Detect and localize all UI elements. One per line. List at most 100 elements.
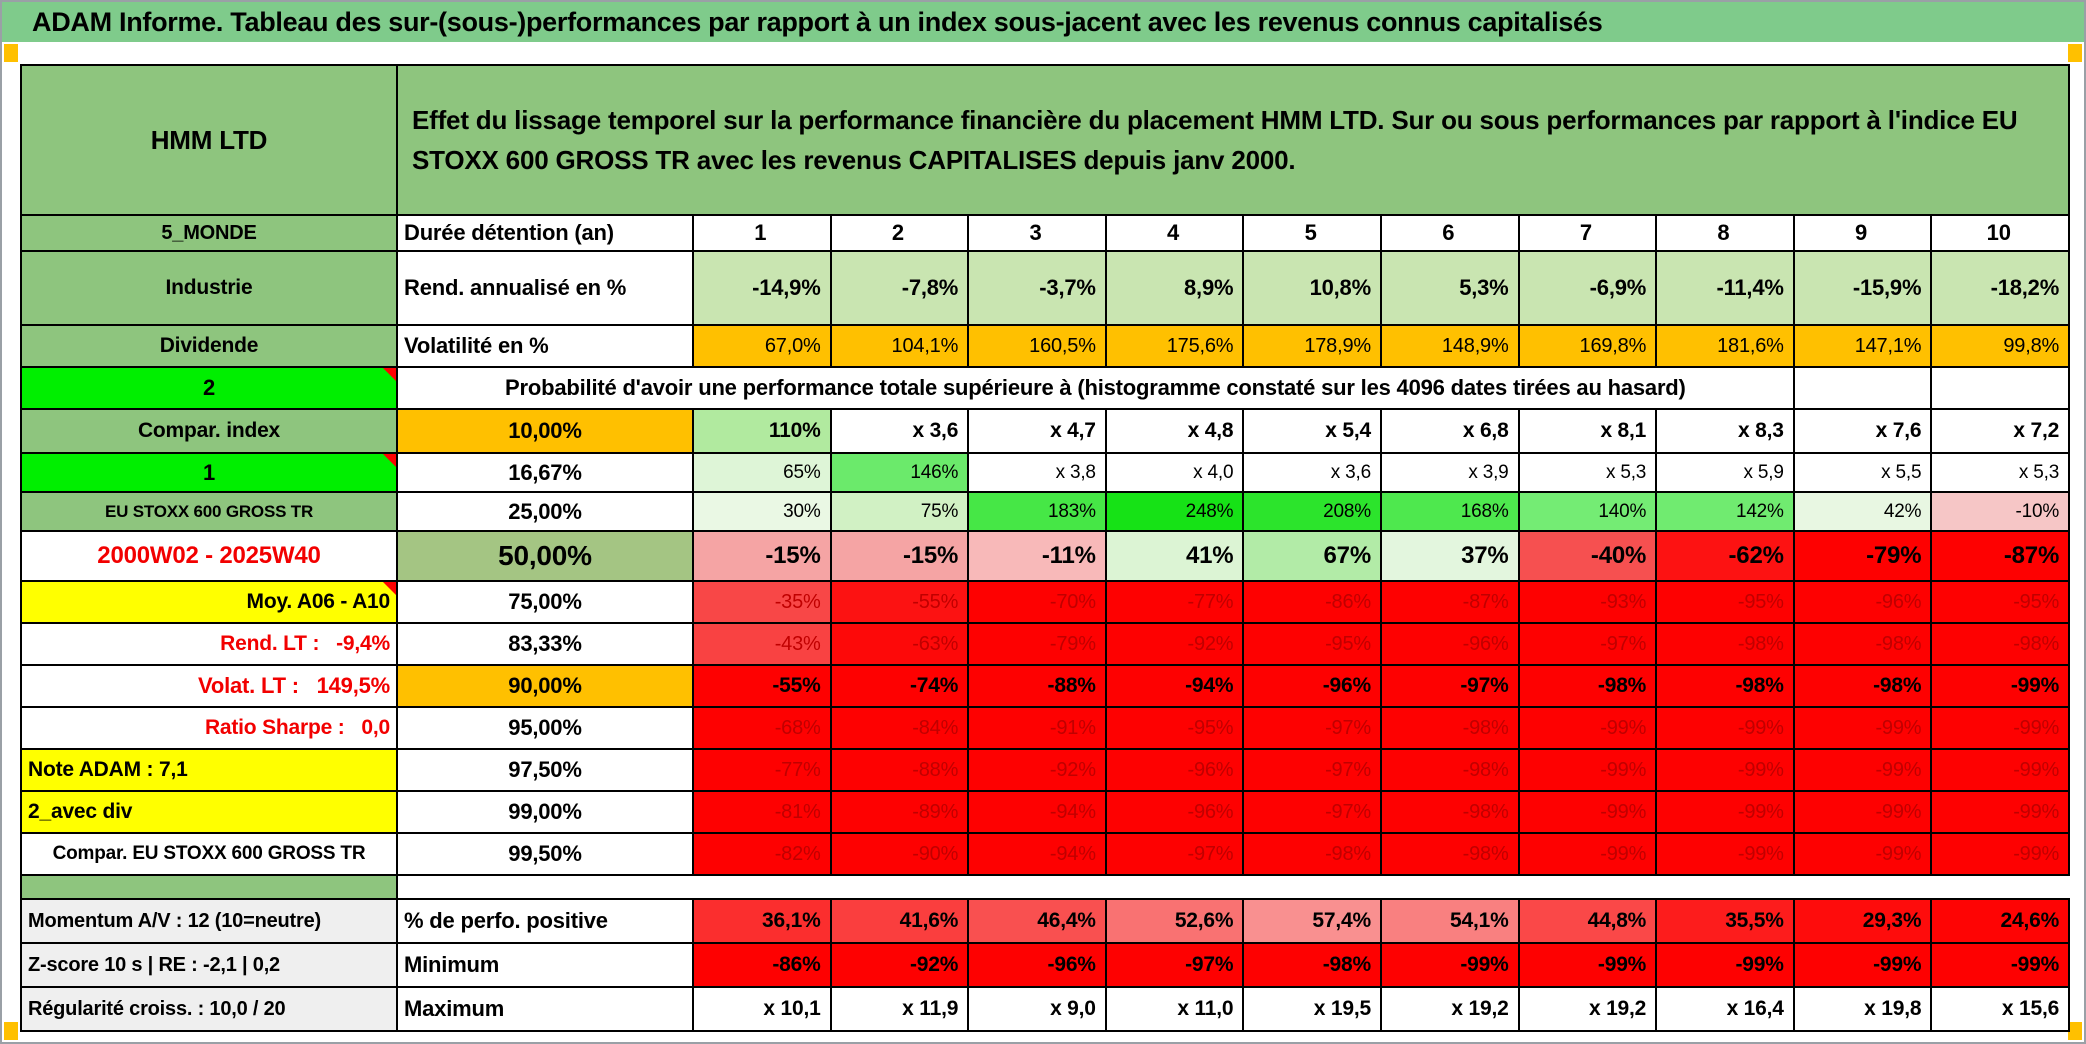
row-p50-value-8[interactable]: -62% [1655, 530, 1795, 582]
row-p90-value-5[interactable]: -96% [1242, 664, 1382, 708]
row-rend-annualise-value-9[interactable]: -15,9% [1792, 250, 1933, 326]
row-p995-value-8[interactable]: -99% [1655, 832, 1795, 876]
label-z-score[interactable]: Z-score 10 s | RE : -2,1 | 0,2 [20, 942, 398, 988]
row-perfo-positive-value-9[interactable]: 29,3% [1792, 898, 1933, 944]
row-perfo-positive-value-10[interactable]: 24,6% [1930, 898, 2071, 944]
row-p995-value-5[interactable]: -98% [1242, 832, 1382, 876]
row-p975-value-7[interactable]: -99% [1517, 748, 1658, 792]
p95-threshold-cell[interactable]: 95,00% [396, 706, 694, 750]
label-period[interactable]: 2000W02 - 2025W40 [20, 530, 398, 582]
row-p75-value-9[interactable]: -96% [1792, 580, 1933, 624]
row-duration-value-2[interactable]: 2 [829, 214, 970, 252]
label-1[interactable]: 1 [20, 452, 398, 493]
row-rend-annualise-value-4[interactable]: 8,9% [1104, 250, 1245, 326]
p50-threshold-cell[interactable]: 50,00% [396, 530, 694, 582]
row-p99-value-3[interactable]: -94% [967, 790, 1107, 834]
row-perfo-positive-value-5[interactable]: 57,4% [1242, 898, 1382, 944]
row-p99-value-8[interactable]: -99% [1655, 790, 1795, 834]
row-p975-value-9[interactable]: -99% [1792, 748, 1933, 792]
p16-threshold-cell[interactable]: 16,67% [396, 452, 694, 493]
row-p95-value-4[interactable]: -95% [1104, 706, 1245, 750]
row-perfo-positive-value-4[interactable]: 52,6% [1104, 898, 1245, 944]
row-p75-value-1[interactable]: -35% [692, 580, 832, 624]
p90-threshold-cell[interactable]: 90,00% [396, 664, 694, 708]
row-p995-value-2[interactable]: -90% [829, 832, 970, 876]
row-p25-value-10[interactable]: -10% [1930, 491, 2071, 532]
row-p975-value-6[interactable]: -98% [1379, 748, 1520, 792]
row-perfo-positive-value-7[interactable]: 44,8% [1517, 898, 1658, 944]
row-p10-value-7[interactable]: x 8,1 [1517, 408, 1658, 454]
label-compar-eu-stoxx[interactable]: Compar. EU STOXX 600 GROSS TR [20, 832, 398, 876]
row-p90-value-8[interactable]: -98% [1655, 664, 1795, 708]
label-compar-index[interactable]: Compar. index [20, 408, 398, 454]
row-minimum-value-4[interactable]: -97% [1104, 942, 1245, 988]
row-p90-value-6[interactable]: -97% [1379, 664, 1520, 708]
row-p50-value-10[interactable]: -87% [1930, 530, 2071, 582]
row-p50-value-4[interactable]: 41% [1104, 530, 1245, 582]
row-p16-value-4[interactable]: x 4,0 [1104, 452, 1245, 493]
row-p995-value-1[interactable]: -82% [692, 832, 832, 876]
row-p975-value-5[interactable]: -97% [1242, 748, 1382, 792]
p975-threshold-cell[interactable]: 97,50% [396, 748, 694, 792]
row-duration-value-9[interactable]: 9 [1792, 214, 1933, 252]
row-p83-value-3[interactable]: -79% [967, 622, 1107, 666]
row-p83-value-8[interactable]: -98% [1655, 622, 1795, 666]
prob-empty-cell-10[interactable] [1930, 366, 2071, 410]
row-rend-annualise-value-7[interactable]: -6,9% [1517, 250, 1658, 326]
row-p25-value-4[interactable]: 248% [1104, 491, 1245, 532]
label-momentum[interactable]: Momentum A/V : 12 (10=neutre) [20, 898, 398, 944]
company-name-cell[interactable]: HMM LTD [20, 64, 398, 216]
row-maximum-value-10[interactable]: x 15,6 [1930, 986, 2071, 1032]
row-p16-value-6[interactable]: x 3,9 [1379, 452, 1520, 493]
row-p995-value-3[interactable]: -94% [967, 832, 1107, 876]
label-industrie[interactable]: Industrie [20, 250, 398, 326]
row-p995-value-9[interactable]: -99% [1792, 832, 1933, 876]
row-p50-value-2[interactable]: -15% [829, 530, 970, 582]
row-p16-value-2[interactable]: 146% [829, 452, 970, 493]
label-regularite[interactable]: Régularité croiss. : 10,0 / 20 [20, 986, 398, 1032]
row-p975-value-1[interactable]: -77% [692, 748, 832, 792]
prob-empty-cell-9[interactable] [1792, 366, 1933, 410]
label-eu-stoxx[interactable]: EU STOXX 600 GROSS TR [20, 491, 398, 532]
row-duration-value-7[interactable]: 7 [1517, 214, 1658, 252]
row-rend-annualise-value-6[interactable]: 5,3% [1379, 250, 1520, 326]
row-p10-value-10[interactable]: x 7,2 [1930, 408, 2071, 454]
row-volatilite-value-6[interactable]: 148,9% [1379, 324, 1520, 368]
row-p16-value-5[interactable]: x 3,6 [1242, 452, 1382, 493]
row-p99-value-7[interactable]: -99% [1517, 790, 1658, 834]
row-p995-value-6[interactable]: -98% [1379, 832, 1520, 876]
row-maximum-value-8[interactable]: x 16,4 [1655, 986, 1795, 1032]
row-p975-value-3[interactable]: -92% [967, 748, 1107, 792]
row-p16-value-1[interactable]: 65% [692, 452, 832, 493]
row-p10-value-6[interactable]: x 6,8 [1379, 408, 1520, 454]
p75-threshold-cell[interactable]: 75,00% [396, 580, 694, 624]
row-rend-annualise-value-1[interactable]: -14,9% [692, 250, 832, 326]
row-maximum-value-5[interactable]: x 19,5 [1242, 986, 1382, 1032]
row-p995-value-10[interactable]: -99% [1930, 832, 2071, 876]
row-p83-value-1[interactable]: -43% [692, 622, 832, 666]
row-p90-value-1[interactable]: -55% [692, 664, 832, 708]
row-perfo-positive-value-3[interactable]: 46,4% [967, 898, 1107, 944]
row-p25-value-1[interactable]: 30% [692, 491, 832, 532]
probabilite-text-cell[interactable]: Probabilité d'avoir une performance tota… [396, 366, 1795, 410]
row-p25-value-3[interactable]: 183% [967, 491, 1107, 532]
row-duration-value-10[interactable]: 10 [1930, 214, 2071, 252]
label-5-monde[interactable]: 5_MONDE [20, 214, 398, 252]
label-moy-a06-a10[interactable]: Moy. A06 - A10 [20, 580, 398, 624]
row-duration-value-5[interactable]: 5 [1242, 214, 1382, 252]
duration-header-cell[interactable]: Durée détention (an) [396, 214, 694, 252]
row-duration-value-1[interactable]: 1 [692, 214, 832, 252]
p995-threshold-cell[interactable]: 99,50% [396, 832, 694, 876]
row-p99-value-5[interactable]: -97% [1242, 790, 1382, 834]
row-p50-value-9[interactable]: -79% [1792, 530, 1933, 582]
row-p99-value-10[interactable]: -99% [1930, 790, 2071, 834]
row-p83-value-4[interactable]: -92% [1104, 622, 1245, 666]
row-maximum-value-6[interactable]: x 19,2 [1379, 986, 1520, 1032]
row-minimum-value-5[interactable]: -98% [1242, 942, 1382, 988]
row-minimum-value-2[interactable]: -92% [829, 942, 970, 988]
row-p50-value-7[interactable]: -40% [1517, 530, 1658, 582]
row-p83-value-6[interactable]: -96% [1379, 622, 1520, 666]
row-p95-value-2[interactable]: -84% [829, 706, 970, 750]
row-p10-value-4[interactable]: x 4,8 [1104, 408, 1245, 454]
row-p75-value-5[interactable]: -86% [1242, 580, 1382, 624]
